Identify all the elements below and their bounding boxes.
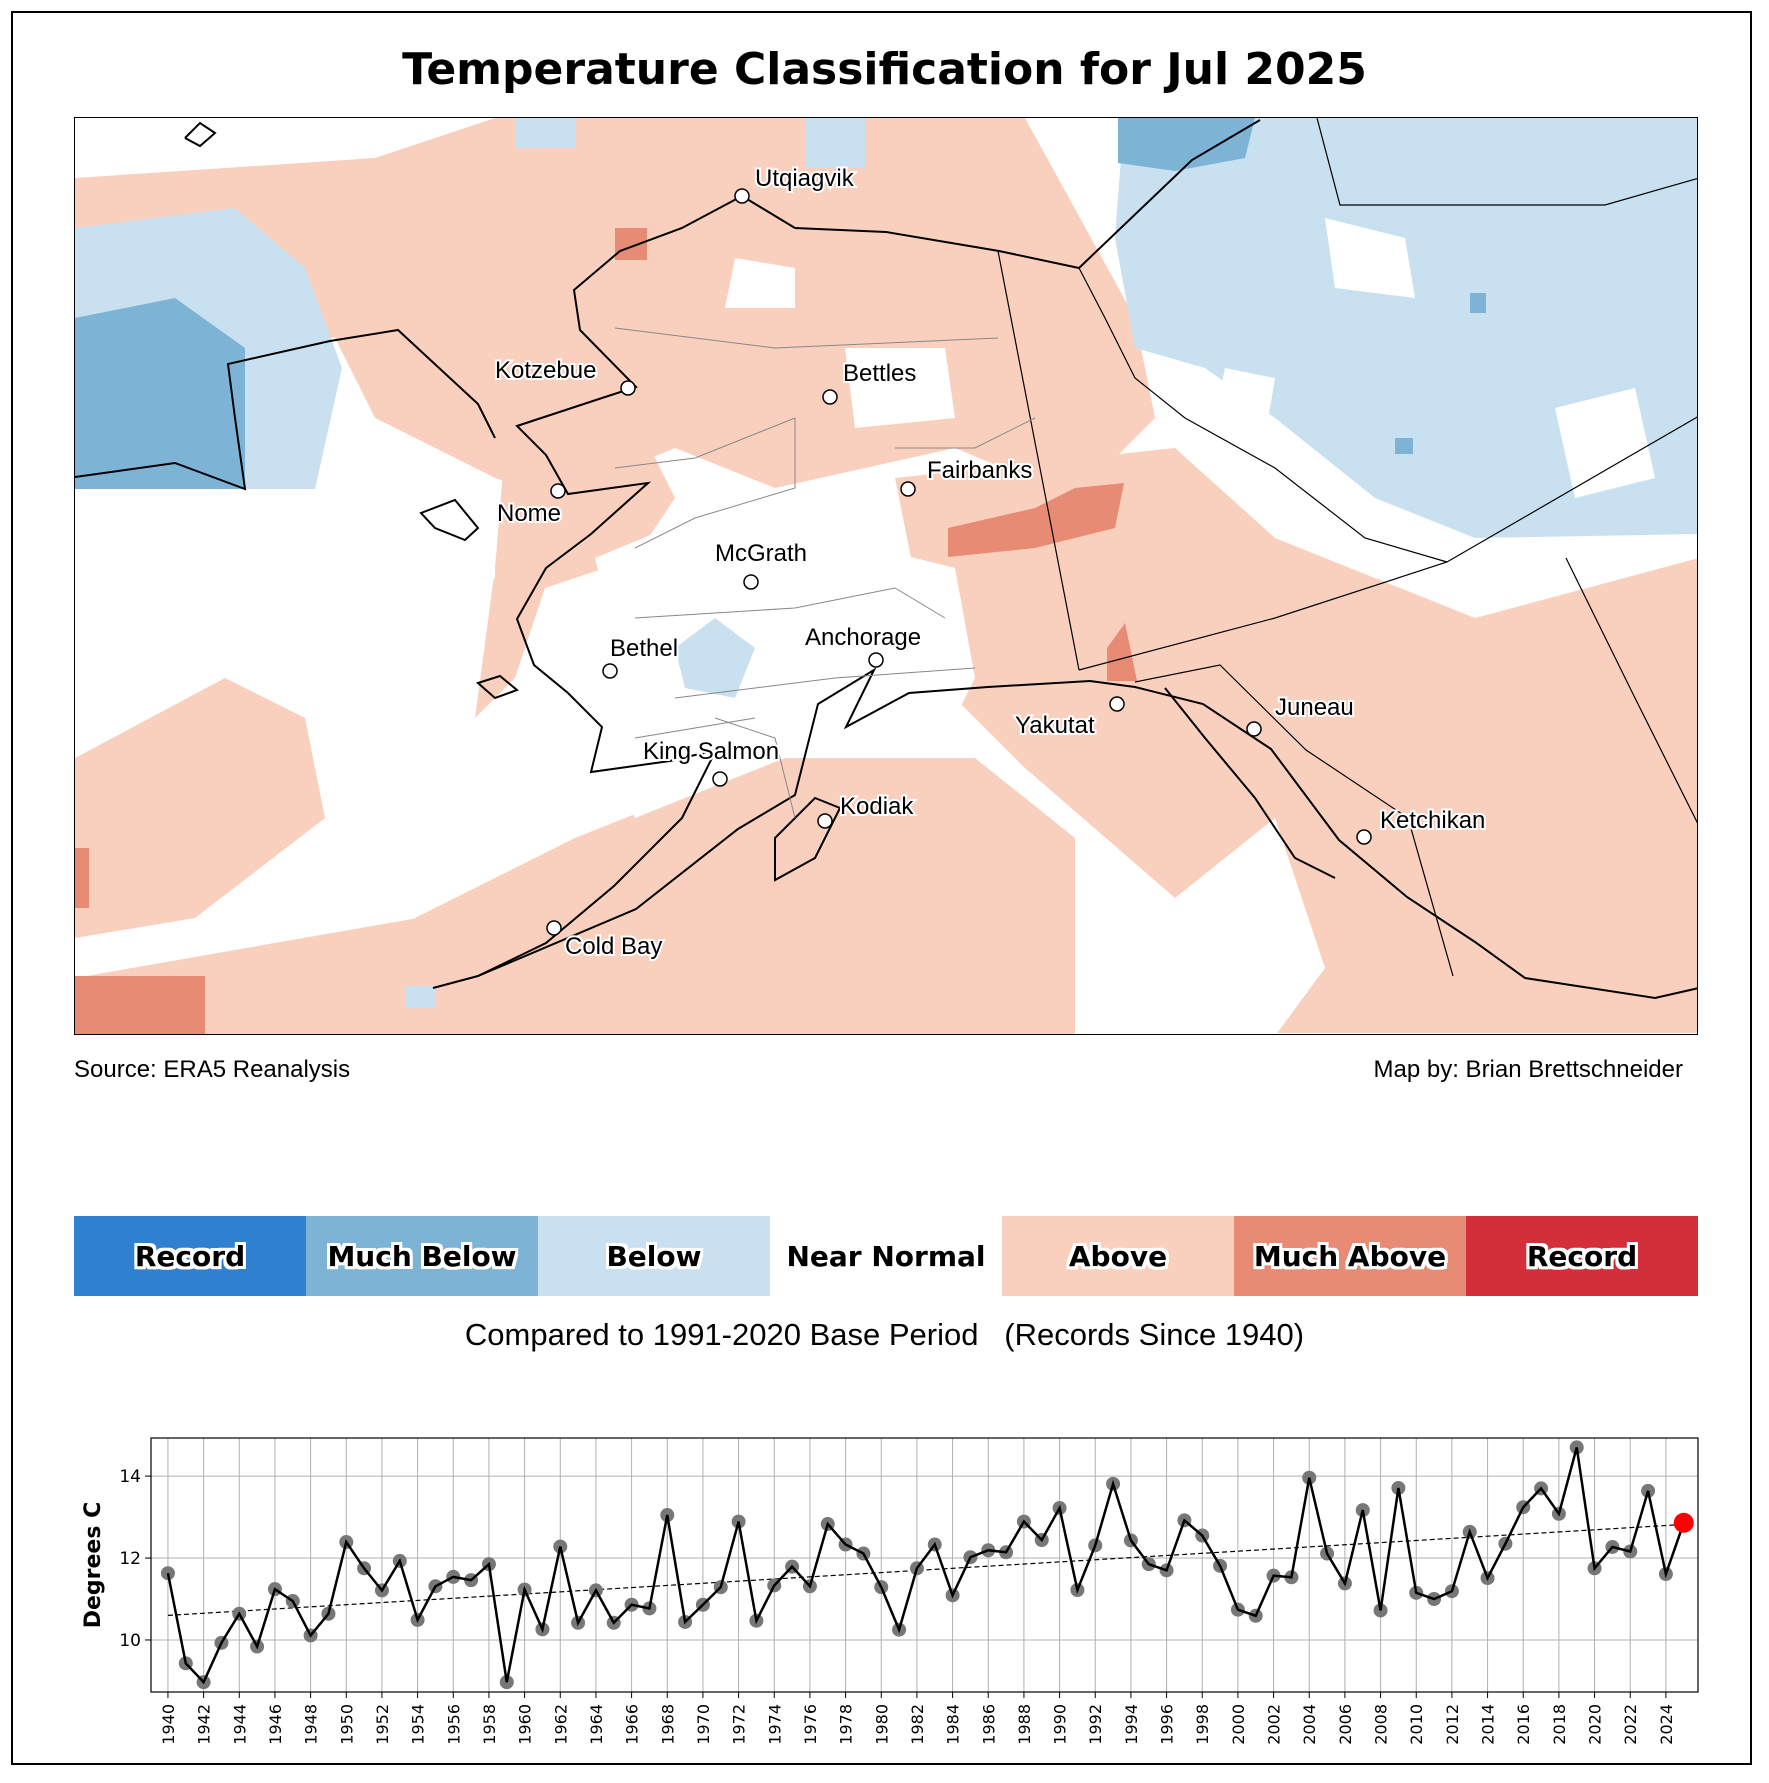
borders (997, 118, 1697, 977)
x-tick-label: 2002 (1265, 1704, 1284, 1745)
city-label-bethel: Bethel (610, 635, 678, 662)
city-label-juneau: Juneau (1275, 694, 1354, 721)
x-tick-label: 2000 (1229, 1704, 1248, 1745)
y-axis-label: Degrees C (81, 1502, 106, 1629)
x-tick-label: 1958 (480, 1704, 499, 1745)
x-tick-label: 1988 (1015, 1704, 1034, 1745)
x-tick-label: 2008 (1372, 1704, 1391, 1745)
y-tick-label: 10 (119, 1631, 141, 1651)
x-tick-label: 1996 (1158, 1704, 1177, 1745)
y-tick-label: 12 (119, 1549, 141, 1569)
city-label-fairbanks: Fairbanks (927, 457, 1032, 484)
city-label-king-salmon: King Salmon (643, 738, 779, 765)
legend-record-low: Record (74, 1216, 306, 1296)
y-tick-label: 14 (119, 1467, 141, 1487)
x-tick-label: 2014 (1479, 1704, 1498, 1745)
temperature-map: Utqiagvik Kotzebue Bettles Nome Fairbank… (74, 117, 1698, 1035)
coastlines (75, 119, 1697, 1000)
legend-near-normal: Near Normal (770, 1216, 1002, 1296)
x-tick-label: 1998 (1193, 1704, 1212, 1745)
legend-record-high: Record (1466, 1216, 1698, 1296)
city-labels: Utqiagvik Kotzebue Bettles Nome Fairbank… (493, 163, 1487, 962)
x-tick-label: 1992 (1086, 1704, 1105, 1745)
x-tick-label: 1982 (908, 1704, 927, 1745)
much-above-areas (75, 228, 1137, 1034)
plot-area (150, 1437, 1699, 1693)
x-tick-label: 1952 (373, 1704, 392, 1745)
x-tick-label: 1946 (266, 1704, 285, 1745)
city-label-ketchikan: Ketchikan (1380, 807, 1485, 834)
x-tick-label: 1964 (587, 1704, 606, 1745)
legend: Record Much Below Below Near Normal Abov… (74, 1216, 1698, 1296)
city-label-kodiak: Kodiak (840, 793, 914, 820)
current-year-point (1673, 1512, 1694, 1533)
city-markers (546, 188, 1372, 936)
x-tick-label: 2012 (1443, 1704, 1462, 1745)
x-tick-label: 1976 (801, 1704, 820, 1745)
x-tick-label: 1984 (944, 1704, 963, 1745)
legend-much-below: Much Below (306, 1216, 538, 1296)
x-tick-label: 1974 (765, 1704, 784, 1745)
x-tick-label: 1962 (551, 1704, 570, 1745)
city-label-bettles: Bettles (843, 360, 916, 387)
series-line (166, 1447, 1685, 1685)
city-label-anchorage: Anchorage (805, 624, 921, 651)
legend-caption: Compared to 1991-2020 Base Period (Recor… (464, 1317, 1305, 1352)
city-label-nome: Nome (497, 500, 561, 527)
figure-frame (11, 11, 1752, 1765)
x-tick-label: 1972 (730, 1704, 749, 1745)
near-normal-holes (1215, 218, 1655, 498)
x-tick-label: 1990 (1051, 1704, 1070, 1745)
map-credit: Map by: Brian Brettschneider (1373, 1056, 1683, 1083)
city-label-cold-bay: Cold Bay (565, 933, 662, 960)
legend-above: Above (1002, 1216, 1234, 1296)
x-tick-label: 1940 (159, 1704, 178, 1745)
city-label-mcgrath: McGrath (715, 540, 807, 567)
x-tick-label: 1942 (195, 1704, 214, 1745)
legend-much-above: Much Above (1234, 1216, 1466, 1296)
x-tick-label: 1970 (694, 1704, 713, 1745)
x-tick-label: 1960 (516, 1704, 535, 1745)
city-label-yakutat: Yakutat (1015, 712, 1095, 739)
x-tick-label: 2006 (1336, 1704, 1355, 1745)
x-tick-label: 1994 (1122, 1704, 1141, 1745)
x-tick-label: 1950 (337, 1704, 356, 1745)
x-tick-label: 1980 (872, 1704, 891, 1745)
x-tick-label: 2022 (1621, 1704, 1640, 1745)
x-tick-label: 1956 (444, 1704, 463, 1745)
x-tick-label: 1954 (409, 1704, 428, 1745)
x-tick-label: 1944 (230, 1704, 249, 1745)
x-tick-label: 2020 (1586, 1704, 1605, 1745)
x-tick-label: 2018 (1550, 1704, 1569, 1745)
x-tick-label: 2016 (1514, 1704, 1533, 1745)
trend-line (167, 1523, 1684, 1616)
city-label-utqiagvik: Utqiagvik (755, 165, 855, 192)
source-note: Source: ERA5 Reanalysis (74, 1056, 351, 1083)
x-tick-label: 1978 (837, 1704, 856, 1745)
x-tick-label: 1986 (979, 1704, 998, 1745)
x-tick-label: 2010 (1407, 1704, 1426, 1745)
x-tick-label: 1968 (658, 1704, 677, 1745)
page-title: Temperature Classification for Jul 2025 (402, 44, 1367, 95)
x-tick-label: 2024 (1657, 1704, 1676, 1745)
x-tick-label: 2004 (1300, 1704, 1319, 1745)
boroughs (614, 327, 1036, 819)
much-below-areas (75, 118, 1486, 489)
legend-below: Below (538, 1216, 770, 1296)
x-tick-label: 1966 (623, 1704, 642, 1745)
x-tick-label: 1948 (302, 1704, 321, 1745)
city-label-kotzebue: Kotzebue (495, 357, 596, 384)
